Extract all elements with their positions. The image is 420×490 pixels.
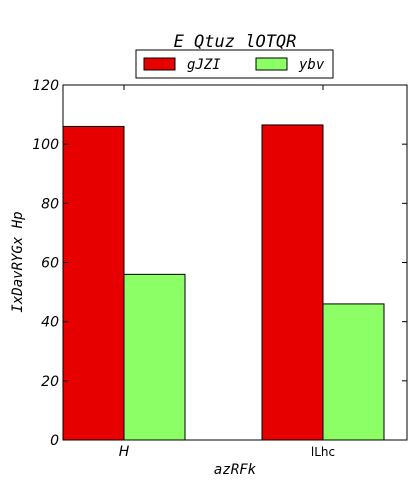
x-tick-label: lLhc (311, 445, 335, 459)
bar-gJZI-lLhc (261, 124, 324, 441)
legend-label-ybv: ybv (298, 57, 325, 73)
y-tick-label: 0 (50, 433, 59, 449)
legend-label-gjzi: gJZI (187, 57, 221, 73)
y-axis-ticks: 0 20 40 60 80 100 120 (32, 78, 407, 449)
y-tick-label: 40 (41, 315, 59, 331)
bars (62, 124, 385, 441)
bar-gJZI-H (62, 125, 125, 441)
bar-ybv-H (123, 273, 186, 441)
y-tick-label: 80 (41, 196, 59, 212)
y-axis-label: IxDavRYGx Hp (10, 211, 26, 312)
y-tick-label: 60 (41, 256, 59, 272)
chart-title: E Qtuz lOTQR (174, 32, 297, 52)
legend: gJZI ybv (135, 49, 334, 79)
x-tick-label: H (119, 444, 130, 460)
bar-ybv-lLhc (322, 303, 385, 441)
y-tick-label: 100 (32, 137, 59, 153)
legend-swatch-gjzi (143, 57, 176, 71)
x-axis-label: azRFk (214, 462, 257, 478)
y-tick-label: 20 (41, 374, 59, 390)
y-tick-label: 120 (32, 78, 59, 94)
legend-swatch-ybv (255, 57, 288, 71)
